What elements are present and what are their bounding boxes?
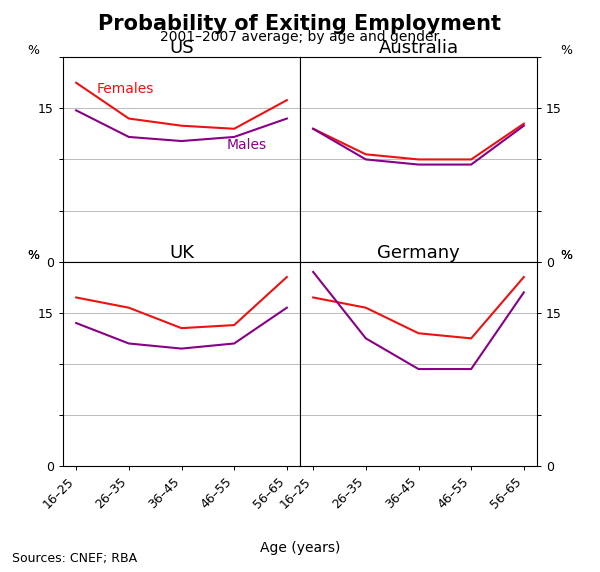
Title: UK: UK xyxy=(169,244,194,261)
Text: %: % xyxy=(561,249,573,262)
Title: US: US xyxy=(169,39,194,57)
Title: Australia: Australia xyxy=(379,39,458,57)
Text: %: % xyxy=(561,44,573,57)
Text: Males: Males xyxy=(226,138,266,152)
Title: Germany: Germany xyxy=(377,244,460,261)
Text: Age (years): Age (years) xyxy=(260,541,340,554)
Text: Sources: CNEF; RBA: Sources: CNEF; RBA xyxy=(12,552,137,565)
Text: %: % xyxy=(28,44,40,57)
Text: Probability of Exiting Employment: Probability of Exiting Employment xyxy=(98,14,502,34)
Text: %: % xyxy=(28,249,40,262)
Text: 2001–2007 average; by age and gender: 2001–2007 average; by age and gender xyxy=(160,30,440,44)
Text: Females: Females xyxy=(96,82,154,96)
Text: %: % xyxy=(28,249,40,262)
Text: %: % xyxy=(561,249,573,262)
